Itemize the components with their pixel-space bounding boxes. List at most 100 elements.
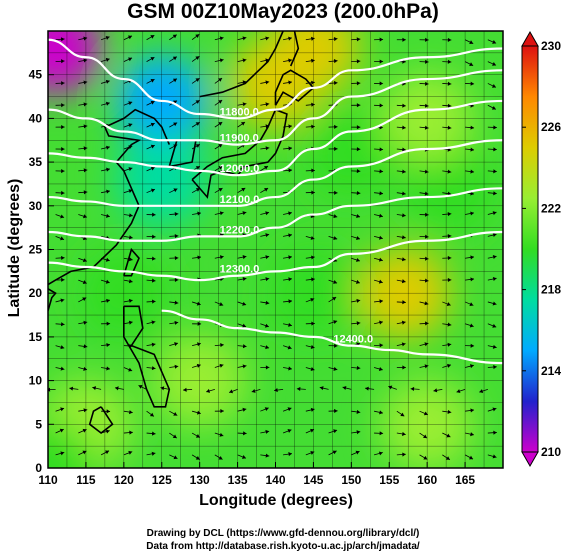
wind-arrow [465,255,475,260]
wind-arrow [373,410,383,415]
y-tick-label: 45 [29,68,43,82]
wind-arrow [260,255,270,260]
wind-arrow [101,342,111,348]
wind-arrow [191,55,200,62]
wind-arrow [442,454,451,461]
wind-arrow [237,102,247,107]
wind-arrow [78,450,87,456]
wind-arrow [419,81,429,86]
wind-arrow [100,257,110,262]
wind-arrow [419,169,429,174]
wind-arrow [396,37,406,42]
wind-arrow [419,321,429,326]
y-tick-label: 15 [29,330,43,344]
x-axis-ticks: 110 115 120 125 130 135 140 145 150 155 160 165 [38,462,475,487]
wind-arrow [374,59,384,64]
wind-arrow [237,364,247,369]
wind-arrow [55,428,64,434]
wind-arrow [214,99,223,106]
wind-arrow [328,429,338,434]
wind-arrow [296,386,306,392]
wind-arrow [260,407,269,412]
contour-label-6: 12400.0 [333,334,373,346]
wind-arrow [260,124,270,129]
wind-arrow [305,297,315,303]
wind-arrow [78,102,88,107]
wind-arrow [442,59,452,64]
wind-arrow [146,320,156,325]
wind-arrow [192,321,202,326]
wind-arrow [101,409,111,414]
coastline-1 [274,69,315,106]
wind-arrow [305,36,315,41]
wind-arrow [305,277,315,282]
wind-arrow [169,454,178,460]
wind-arrow [260,277,270,282]
wind-arrow [191,432,201,438]
wind-arrow [260,323,269,328]
wind-arrow [214,454,223,460]
wind-arrow [237,344,247,349]
colorbar-min-arrow [521,451,539,468]
wind-arrow [328,450,337,456]
wind-arrow [123,35,133,41]
wind-arrow [373,451,383,456]
wind-arrow [123,430,133,435]
y-tick-label: 30 [29,199,43,213]
wind-arrow [100,429,110,434]
wind-arrow [78,257,87,263]
wind-arrow [464,61,474,66]
wind-arrow [442,233,452,239]
wind-arrow [419,212,429,217]
y-axis-ticks: 0 5 10 15 20 25 30 35 40 45 [29,68,54,475]
wind-arrow [191,187,201,194]
wind-arrow [100,450,110,456]
wind-arrow [191,77,200,84]
wind-arrow [396,235,406,240]
wind-arrow [191,143,200,150]
contour-line-4 [48,187,503,242]
wind-arrow [260,146,270,151]
colorbar-max-arrow [521,30,539,47]
wind-arrow [237,277,247,282]
wind-arrow [351,214,361,219]
coastline-7 [199,31,284,98]
wind-arrow [237,211,247,216]
wind-arrow [146,366,156,371]
wind-arrow [260,165,269,172]
wind-arrow [237,431,247,436]
wind-arrow [305,124,315,129]
wind-arrow [55,37,65,42]
colorbar-tick-label: 218 [541,283,561,297]
wind-arrow [214,363,224,368]
wind-arrow [123,320,133,325]
wind-arrow [237,323,247,328]
wind-arrow [146,122,155,128]
wind-arrow [123,167,133,172]
wind-arrow [283,211,292,216]
wind-arrow [237,165,246,172]
wind-arrow [78,146,88,151]
wind-arrow [419,432,428,439]
wind-arrow [487,454,497,459]
wind-arrow [160,386,170,391]
height-contours: 11800.0 11900.0 12000.0 12100.0 12200.0 12300… [48,38,503,365]
wind-arrow [465,211,475,216]
wind-arrow [192,211,202,216]
wind-arrow [396,147,406,152]
wind-arrow [169,342,179,347]
wind-arrow [373,366,383,371]
credit-data: Data from http://database.rish.kyoto-u.a… [146,541,420,552]
x-tick-label: 155 [379,473,399,487]
wind-arrow [169,277,179,283]
wind-arrow [396,125,406,130]
contour-line-3 [48,139,503,207]
wind-arrow [100,57,110,62]
wind-arrow [78,366,88,371]
wind-arrow [146,188,156,194]
wind-arrow [328,343,338,348]
wind-arrow [464,301,474,307]
wind-arrow [351,125,361,130]
wind-arrow [169,255,179,261]
